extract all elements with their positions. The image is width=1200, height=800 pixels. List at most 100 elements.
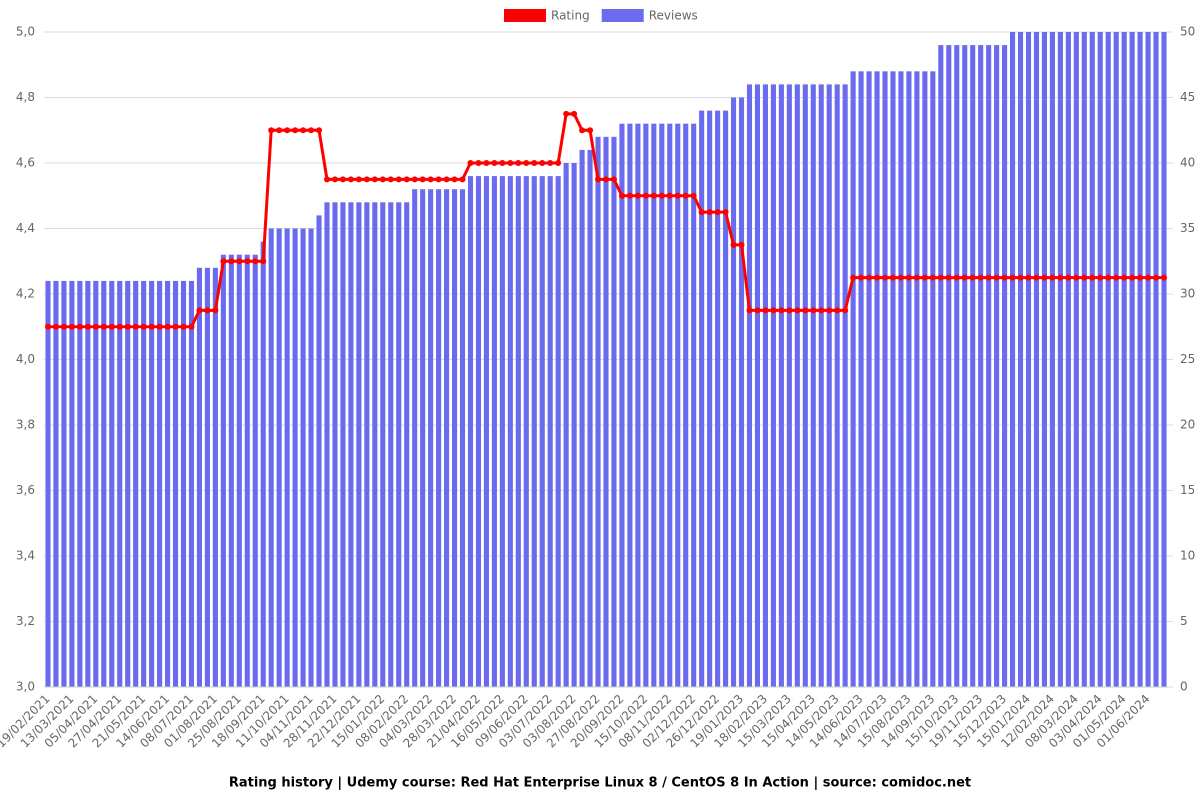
point [897,274,904,281]
bar [499,176,505,687]
bar [292,228,298,687]
bar [180,280,187,687]
point [730,241,737,248]
bar [85,280,91,687]
point [698,209,705,216]
bar [1002,45,1008,688]
bar [332,202,338,688]
bar [603,136,609,688]
bar [954,45,960,688]
bar [802,84,808,687]
bar [794,84,800,687]
point [762,307,769,314]
y-tick-label: 3,8 [16,418,35,432]
point [323,176,330,183]
point [770,307,777,314]
point [1137,274,1144,281]
point [172,323,179,330]
bar [172,280,179,687]
point [993,274,1000,281]
y-tick-label: 4,2 [16,287,35,301]
point [308,127,315,134]
point [874,274,881,281]
point [1161,274,1168,281]
point [339,176,346,183]
bar [667,123,673,687]
point [284,127,291,134]
bar [866,71,872,688]
bar [746,84,753,687]
bar [635,123,641,687]
bar [882,71,888,688]
bar [451,189,458,687]
bar [467,176,474,687]
y2-tick-label: 20 [1180,418,1195,432]
point [244,258,251,265]
bar [587,149,593,687]
bar [730,97,737,687]
bar [1010,32,1016,687]
bar [396,202,402,688]
bar [1073,32,1079,687]
point [555,160,562,166]
point [722,209,729,216]
point [475,160,482,166]
bar [579,149,585,687]
point [802,307,809,314]
bar [93,280,99,687]
point [491,160,498,166]
point [379,176,386,183]
bar [547,176,553,687]
point [1017,274,1024,281]
bar [1153,32,1159,687]
point [228,258,235,265]
point [108,323,115,330]
bar [1033,32,1040,687]
bar [715,110,721,688]
bar [1041,32,1047,687]
bar [404,202,410,688]
bar [491,176,497,687]
bar [149,280,155,687]
point [292,127,299,134]
bar [380,202,386,688]
point [515,160,522,166]
bar [61,280,67,687]
bar [372,202,378,688]
point [634,192,641,199]
bar [643,123,649,687]
point [666,192,673,199]
point [52,323,59,330]
point [435,176,442,183]
bar [515,176,521,687]
legend-swatch [601,9,644,22]
point [547,160,554,166]
point [1025,274,1032,281]
bar [133,280,139,687]
bar [388,202,394,688]
point [499,160,506,166]
bar [1145,32,1151,687]
point [132,323,139,330]
bar [659,123,665,687]
bar [1057,32,1063,687]
point [539,160,546,166]
point [579,127,586,134]
point [156,323,163,330]
y-tick-label: 4,6 [16,156,35,170]
bar [412,189,418,687]
point [68,323,75,330]
bar [946,45,952,688]
point [419,176,426,183]
point [268,127,275,134]
point [355,176,362,183]
bar [428,189,434,687]
point [451,176,458,183]
point [595,176,602,183]
point [746,307,753,314]
point [116,323,123,330]
bar [810,84,816,687]
bar [364,202,370,688]
point [929,274,936,281]
bar [284,228,290,687]
